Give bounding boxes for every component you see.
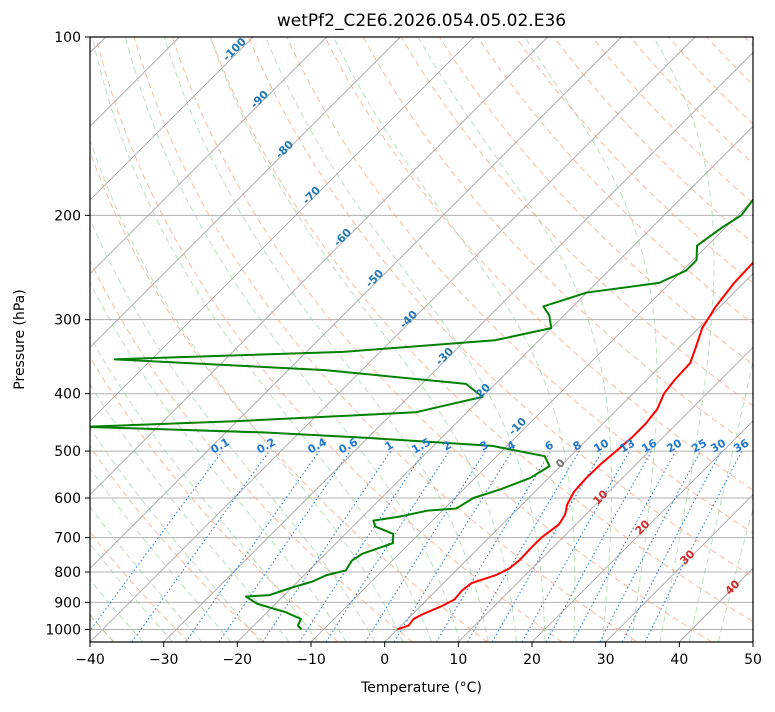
dry-adiabat-line bbox=[248, 37, 753, 578]
dry-adiabat-line bbox=[400, 37, 753, 407]
moist-adiabat-line bbox=[90, 281, 347, 642]
mixing-ratio-line bbox=[262, 450, 392, 642]
isotherm-line bbox=[90, 37, 548, 496]
isotherm-line bbox=[90, 37, 622, 569]
y-tick-label: 300 bbox=[54, 313, 81, 329]
x-axis-label: Temperature (°C) bbox=[360, 680, 482, 696]
plot-frame bbox=[89, 36, 754, 643]
dewpoint-profile-line bbox=[90, 197, 753, 631]
moist-adiabat-line bbox=[90, 335, 319, 642]
mixing-ratio-line bbox=[545, 450, 653, 642]
moist-adiabat-line bbox=[688, 358, 753, 642]
mixing-ratio-line bbox=[572, 450, 677, 642]
y-tick-label: 800 bbox=[54, 565, 81, 581]
y-tick-label: 1000 bbox=[45, 622, 81, 638]
dry-adiabat-line bbox=[133, 37, 638, 642]
dry-adiabat-line bbox=[90, 259, 414, 642]
isotherm-line bbox=[458, 346, 753, 642]
isotherm-line bbox=[90, 37, 401, 348]
moist-adiabat-line bbox=[717, 506, 753, 642]
x-tick-label: −20 bbox=[223, 652, 253, 668]
dry-adiabat-line bbox=[210, 37, 753, 623]
dry-adiabat-line bbox=[286, 37, 753, 534]
dry-adiabat-line bbox=[515, 37, 753, 284]
y-tick-label: 600 bbox=[54, 491, 81, 507]
dry-adiabat-line bbox=[324, 37, 753, 491]
chart-title: wetPf2_C2E6.2026.054.05.02.E36 bbox=[277, 11, 566, 31]
isotherm-line bbox=[237, 125, 753, 642]
plot-area: -100-90-80-70-60-50-40-30-20-100.1 0.2 0.4… bbox=[90, 37, 753, 642]
y-tick-label: 900 bbox=[54, 595, 81, 611]
temperature-profile-line bbox=[396, 261, 753, 631]
x-tick-label: 0 bbox=[380, 652, 389, 668]
moist-adiabat-line bbox=[653, 37, 715, 642]
x-tick-label: 50 bbox=[744, 652, 762, 668]
dry-adiabat-line bbox=[95, 37, 563, 642]
x-tick-label: 30 bbox=[597, 652, 615, 668]
x-tick-label: 10 bbox=[449, 652, 467, 668]
isotherm-line bbox=[605, 494, 753, 642]
mixing-ratio-line bbox=[131, 450, 270, 642]
dry-adiabat-line bbox=[362, 37, 753, 449]
isotherm-line bbox=[384, 273, 753, 642]
isotherm-line bbox=[90, 37, 696, 642]
mixing-ratio-line bbox=[325, 450, 450, 642]
moist-adiabat-line bbox=[417, 37, 613, 642]
y-tick-label: 700 bbox=[54, 531, 81, 547]
isotherm-line bbox=[90, 37, 254, 201]
mixing-ratio-line bbox=[218, 450, 351, 642]
moist-adiabat-line bbox=[91, 37, 432, 642]
moist-adiabat-line bbox=[524, 37, 658, 642]
moist-adiabat-line bbox=[209, 37, 517, 642]
moist-adiabat-line bbox=[90, 427, 261, 642]
dry-adiabat-line bbox=[477, 37, 753, 325]
mixing-ratio-line bbox=[90, 450, 223, 632]
moist-adiabat-line bbox=[265, 37, 546, 642]
x-tick-label: 40 bbox=[670, 652, 688, 668]
y-tick-label: 500 bbox=[54, 444, 81, 460]
mixing-ratio-line bbox=[185, 450, 320, 642]
moist-adiabat-line bbox=[90, 217, 376, 642]
y-tick-label: 200 bbox=[54, 208, 81, 224]
dry-adiabat-line bbox=[90, 445, 264, 642]
mixing-ratio-line bbox=[644, 450, 743, 642]
moist-adiabat-line bbox=[125, 37, 461, 642]
y-axis-label: Pressure (hPa) bbox=[12, 289, 28, 389]
dry-adiabat-line bbox=[171, 37, 712, 642]
moist-adiabat-line bbox=[332, 37, 576, 642]
moist-adiabat-line bbox=[90, 543, 173, 642]
moist-adiabat-line bbox=[90, 578, 144, 642]
x-tick-label: 20 bbox=[523, 652, 541, 668]
y-tick-label: 400 bbox=[54, 387, 81, 403]
axes: −40 −30 −20 −10 0 10 20 30 40 50 1000 900 800 700 600 5… bbox=[45, 30, 762, 668]
dry-adiabat-line bbox=[90, 356, 339, 642]
isotherm-line bbox=[90, 37, 327, 275]
moist-adiabat-line bbox=[90, 383, 290, 642]
moist-adiabat-line bbox=[90, 467, 232, 642]
isotherm-line bbox=[90, 37, 475, 422]
x-tick-label: −40 bbox=[75, 652, 105, 668]
y-tick-label: 100 bbox=[54, 30, 81, 46]
x-tick-label: −30 bbox=[149, 652, 179, 668]
moist-adiabat-line bbox=[90, 506, 203, 642]
moist-adiabat-line bbox=[90, 138, 404, 642]
mixing-ratio-line bbox=[521, 450, 630, 642]
isotherm-line bbox=[163, 52, 753, 642]
x-tick-label: −10 bbox=[296, 652, 326, 668]
isotherm-line bbox=[531, 420, 753, 642]
moist-adiabat-line bbox=[163, 37, 489, 642]
